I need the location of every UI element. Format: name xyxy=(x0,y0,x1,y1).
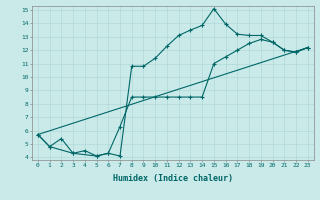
X-axis label: Humidex (Indice chaleur): Humidex (Indice chaleur) xyxy=(113,174,233,183)
